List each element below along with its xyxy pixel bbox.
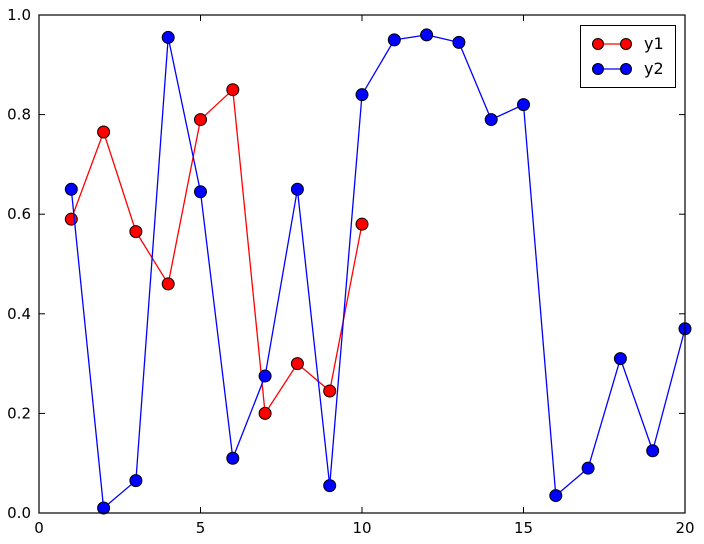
axes-frame [38, 14, 686, 514]
series-y2-point [581, 461, 595, 475]
legend: y1 y2 [580, 25, 676, 88]
series-y1-point [290, 357, 304, 371]
x-tick-label: 20 [675, 519, 694, 537]
series-y2-point [613, 352, 627, 366]
y-tick-label: 0.0 [7, 504, 31, 522]
series-y2-point [64, 182, 78, 196]
series-y1-point [355, 217, 369, 231]
y-tick-label: 1.0 [7, 6, 31, 24]
series-y2-point [420, 28, 434, 42]
series-y2-line [70, 34, 686, 509]
legend-sample-y1-icon [592, 37, 632, 50]
series-y1-point [194, 113, 207, 127]
series-y2-point [97, 501, 111, 515]
series-y1-point [129, 225, 143, 239]
series-y1-point [323, 384, 337, 398]
y-tick-label: 0.8 [7, 106, 31, 124]
series-y2-point [226, 451, 240, 465]
series-y2-point [387, 33, 401, 47]
series-y1-point [64, 212, 78, 226]
series-y2-point [549, 489, 563, 503]
legend-label-y1: y1 [644, 33, 664, 53]
series-y1-point [258, 406, 272, 420]
series-y2-point [323, 479, 337, 493]
series-y2-point [258, 369, 272, 383]
legend-label-y2: y2 [644, 59, 664, 79]
series-y1-line [70, 89, 363, 415]
legend-item-y2: y2 [589, 57, 667, 83]
series-y2-point [646, 444, 660, 458]
series-y1-point [97, 125, 111, 139]
series-y2-point [194, 185, 207, 199]
legend-item-y1: y1 [589, 31, 667, 57]
series-y2-point [161, 30, 175, 44]
y-tick-label: 0.2 [7, 404, 31, 422]
legend-sample-y2-icon [592, 63, 632, 76]
series-y2-point [129, 474, 143, 488]
x-tick-label: 10 [352, 519, 371, 537]
series-y2-point [517, 98, 530, 112]
series-y1-point [161, 277, 175, 291]
x-tick-label: 0 [34, 519, 44, 537]
x-tick-label: 5 [196, 519, 206, 537]
series-y2-point [484, 113, 498, 127]
y-tick-label: 0.4 [7, 305, 31, 323]
series-y1-point [226, 83, 240, 97]
series-y2-point [355, 88, 369, 102]
series-y2-point [290, 182, 304, 196]
series-y2-point [452, 35, 466, 49]
x-tick-label: 15 [514, 519, 533, 537]
y-tick-label: 0.6 [7, 205, 31, 223]
